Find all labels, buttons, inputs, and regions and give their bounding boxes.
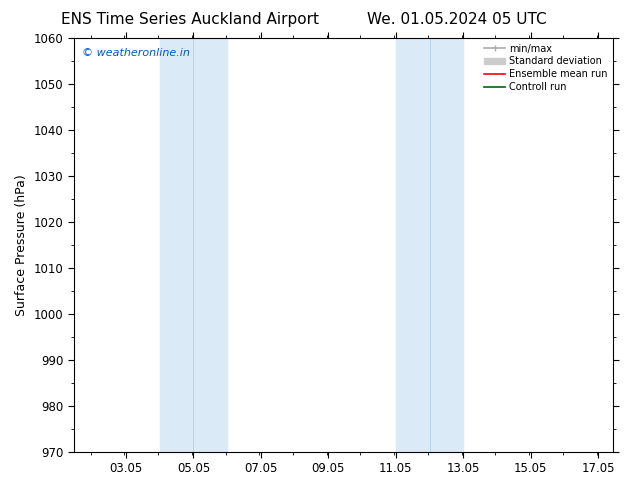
Bar [396, 38, 463, 452]
Y-axis label: Surface Pressure (hPa): Surface Pressure (hPa) [15, 174, 28, 316]
Text: ENS Time Series Auckland Airport: ENS Time Series Auckland Airport [61, 12, 319, 27]
Legend: min/max, Standard deviation, Ensemble mean run, Controll run: min/max, Standard deviation, Ensemble me… [480, 40, 612, 96]
Text: © weatheronline.in: © weatheronline.in [82, 48, 190, 58]
Text: We. 01.05.2024 05 UTC: We. 01.05.2024 05 UTC [366, 12, 547, 27]
Bar [160, 38, 227, 452]
